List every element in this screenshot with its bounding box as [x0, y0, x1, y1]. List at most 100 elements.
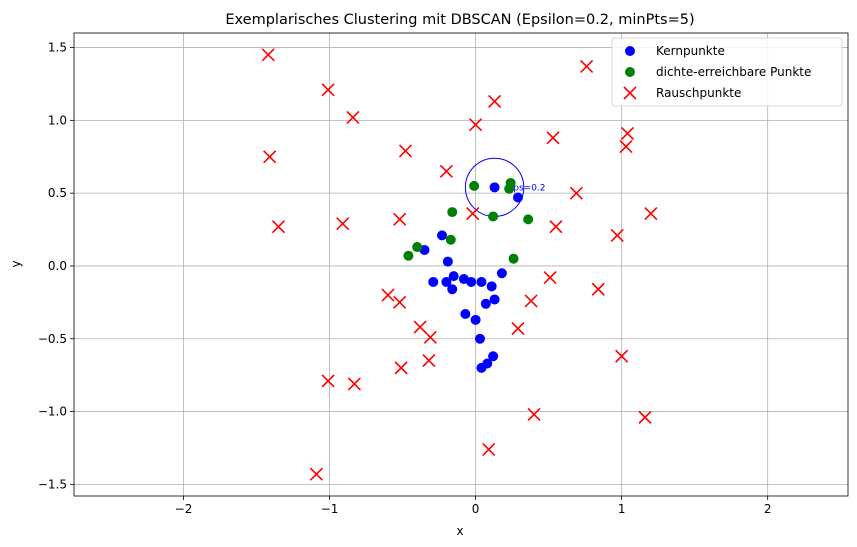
noise-point-stroke — [527, 407, 541, 422]
series-0 — [419, 182, 523, 373]
noise-point-stroke — [422, 354, 436, 368]
noise-point-stroke — [511, 321, 525, 336]
noise-point-stroke — [393, 212, 407, 226]
core-point — [512, 192, 523, 203]
noise-point — [422, 354, 436, 368]
core-point — [488, 351, 499, 362]
noise-point — [261, 48, 275, 62]
noise-point — [336, 217, 350, 231]
core-point — [437, 230, 448, 241]
noise-point — [321, 374, 335, 388]
legend-marker-rauschpunkte — [623, 86, 637, 100]
legend-label-rauschpunkte: Rauschpunkte — [656, 86, 741, 100]
noise-point-stroke — [569, 186, 583, 200]
legend: Kernpunkte dichte-erreichbare Punkte Rau… — [611, 37, 843, 107]
core-point — [460, 309, 471, 320]
noise-point-stroke — [423, 330, 437, 344]
noise-point-stroke — [482, 442, 496, 456]
noise-point — [610, 228, 624, 242]
noise-point — [466, 206, 480, 221]
noise-point-stroke — [524, 294, 538, 308]
y-tick-label: 0.0 — [48, 259, 67, 273]
density-reachable-point — [488, 211, 499, 222]
noise-point — [620, 126, 635, 141]
core-point — [476, 276, 487, 287]
noise-point — [381, 288, 395, 302]
x-axis-label: x — [456, 524, 463, 538]
noise-point-stroke — [271, 220, 286, 234]
noise-point-stroke — [381, 288, 395, 302]
noise-point-stroke — [549, 220, 563, 234]
x-tick-label: −2 — [175, 502, 193, 516]
core-point — [486, 281, 497, 292]
noise-point — [549, 220, 563, 234]
density-reachable-point — [445, 234, 456, 245]
core-point — [428, 276, 439, 287]
noise-point-stroke — [469, 118, 483, 132]
noise-point — [543, 271, 557, 285]
noise-point-stroke — [398, 144, 413, 158]
points-layer — [261, 48, 658, 481]
core-point — [466, 276, 477, 287]
noise-point-stroke — [546, 131, 560, 145]
noise-point-stroke — [347, 377, 361, 391]
noise-point — [591, 282, 605, 296]
density-reachable-point — [469, 180, 480, 191]
noise-point — [393, 295, 407, 309]
y-tick-label: −1.0 — [38, 405, 67, 419]
legend-label-dichte-erreichbare: dichte-erreichbare Punkte — [656, 65, 811, 79]
noise-point-stroke — [321, 374, 335, 388]
core-point — [476, 362, 487, 373]
noise-point-stroke — [619, 140, 633, 154]
x-tick-label: 0 — [472, 502, 480, 516]
noise-point — [615, 349, 629, 363]
noise-point-stroke — [638, 410, 652, 424]
noise-point — [439, 164, 453, 178]
noise-point-stroke — [580, 59, 594, 74]
noise-point — [394, 361, 408, 375]
density-reachable-point — [412, 242, 423, 253]
core-point — [448, 271, 459, 282]
plot-frame — [73, 32, 849, 497]
x-tick-label: 1 — [618, 502, 626, 516]
density-reachable-point — [504, 183, 515, 194]
legend-marker-kernpunkte — [625, 46, 635, 56]
grid-layer — [74, 33, 848, 496]
core-point — [441, 276, 452, 287]
density-reachable-point — [403, 250, 414, 261]
series-1 — [403, 177, 534, 264]
noise-point — [580, 59, 594, 74]
noise-point — [524, 294, 538, 308]
noise-point — [619, 140, 633, 154]
noise-point — [321, 83, 335, 97]
noise-point-stroke — [261, 48, 275, 62]
noise-point — [482, 442, 496, 456]
noise-point-stroke — [413, 320, 427, 334]
noise-point-stroke — [543, 271, 557, 285]
x-tick-label: −1 — [321, 502, 339, 516]
y-tick-label: 0.5 — [48, 186, 67, 200]
noise-point-stroke — [615, 349, 629, 363]
x-tick-label: 2 — [764, 502, 772, 516]
noise-point — [346, 110, 360, 125]
density-reachable-point — [447, 207, 458, 218]
y-tick-label: 1.0 — [48, 113, 67, 127]
noise-point-stroke — [346, 110, 360, 125]
noise-point — [423, 330, 437, 344]
noise-point — [644, 206, 658, 221]
noise-point — [413, 320, 427, 334]
noise-point-stroke — [620, 126, 635, 141]
core-point — [442, 256, 453, 267]
density-reachable-point — [523, 214, 534, 225]
noise-point — [569, 186, 583, 200]
core-point — [496, 268, 507, 279]
y-tick-label: −1.5 — [38, 477, 67, 491]
noise-point-stroke — [263, 150, 277, 164]
noise-point-stroke — [591, 282, 605, 296]
noise-point-stroke — [336, 217, 350, 231]
noise-point — [488, 94, 502, 108]
noise-point — [393, 212, 407, 226]
noise-point-stroke — [321, 83, 335, 97]
noise-point — [511, 321, 525, 336]
